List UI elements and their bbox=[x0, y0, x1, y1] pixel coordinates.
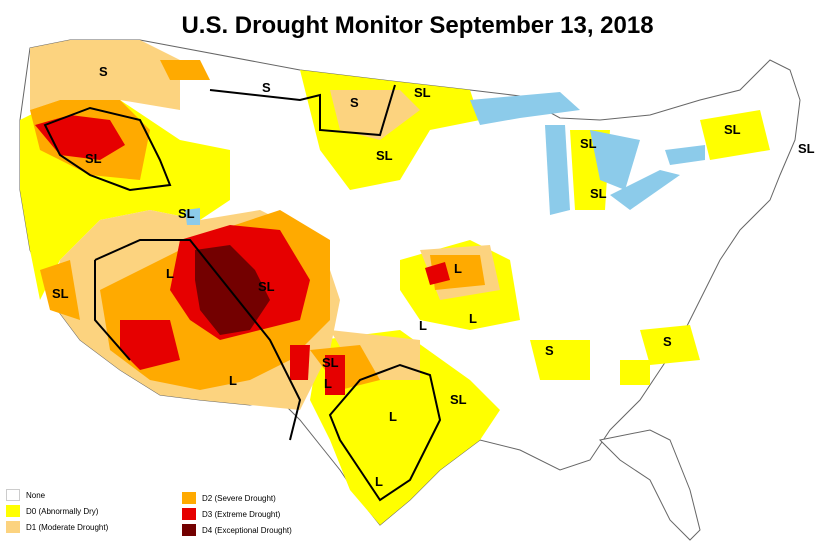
impact-label-l-texas-south: L bbox=[375, 474, 383, 489]
legend: None D0 (Abnormally Dry) D1 (Moderate Dr… bbox=[6, 488, 336, 536]
impact-label-s-montana-east: S bbox=[262, 80, 271, 95]
impact-line-cali bbox=[94, 260, 131, 361]
d0-carolina bbox=[640, 325, 700, 365]
impact-label-sl-michigan: SL bbox=[590, 186, 607, 201]
impact-label-sl-minnesota: SL bbox=[414, 85, 431, 100]
d3-arizona bbox=[120, 320, 180, 370]
legend-item-d0: D0 (Abnormally Dry) bbox=[6, 504, 98, 518]
lake-huron bbox=[590, 130, 640, 190]
florida-landmass bbox=[598, 429, 701, 541]
d3-texas bbox=[325, 355, 345, 395]
impact-line-texas bbox=[328, 363, 442, 502]
impact-label-s-tennessee: S bbox=[545, 343, 554, 358]
lake-ontario bbox=[665, 145, 705, 165]
d1-plains bbox=[330, 90, 420, 140]
impact-label-sl-oklahoma: SL bbox=[322, 355, 339, 370]
great-salt-lake bbox=[185, 208, 200, 225]
impact-label-s-carolina: S bbox=[663, 334, 672, 349]
d2-north-cali bbox=[40, 260, 80, 320]
legend-item-d3: D3 (Extreme Drought) bbox=[182, 507, 280, 521]
d0-florida bbox=[620, 360, 650, 385]
impact-label-sl-oregon: SL bbox=[85, 151, 102, 166]
legend-label-none: None bbox=[26, 490, 46, 500]
impact-label-l-arkansas: L bbox=[469, 311, 477, 326]
lake-erie bbox=[610, 170, 680, 210]
d4-four-corners bbox=[195, 245, 270, 335]
impact-label-sl-louisiana: SL bbox=[450, 392, 467, 407]
legend-swatch-d3 bbox=[182, 508, 196, 520]
d2-montana bbox=[160, 60, 210, 80]
impact-label-l-texas-north: L bbox=[324, 376, 332, 391]
impact-label-sl-south-dakota: SL bbox=[376, 148, 393, 163]
legend-item-none: None bbox=[6, 488, 45, 502]
d0-northeast bbox=[700, 110, 770, 160]
impact-label-s-montana-west: S bbox=[99, 64, 108, 79]
impact-line-southwest bbox=[94, 239, 302, 441]
legend-swatch-d1 bbox=[6, 521, 20, 533]
legend-swatch-d2 bbox=[182, 492, 196, 504]
legend-item-d4: D4 (Exceptional Drought) bbox=[182, 523, 292, 537]
impact-label-sl-wisconsin: SL bbox=[580, 136, 597, 151]
impact-label-sl-maine: SL bbox=[798, 141, 815, 156]
impact-label-l-new-mexico: L bbox=[229, 373, 237, 388]
legend-swatch-none bbox=[6, 489, 20, 501]
lake-michigan bbox=[545, 125, 570, 215]
legend-label-d3: D3 (Extreme Drought) bbox=[202, 509, 281, 519]
legend-item-d1: D1 (Moderate Drought) bbox=[6, 520, 108, 534]
legend-label-d0: D0 (Abnormally Dry) bbox=[26, 506, 99, 516]
d1-pacific-nw bbox=[30, 40, 180, 110]
legend-swatch-d4 bbox=[182, 524, 196, 536]
legend-label-d1: D1 (Moderate Drought) bbox=[26, 522, 109, 532]
impact-label-l-texas-central: L bbox=[389, 409, 397, 424]
legend-label-d4: D4 (Exceptional Drought) bbox=[202, 525, 292, 535]
legend-item-d2: D2 (Severe Drought) bbox=[182, 491, 276, 505]
impact-line-oregon bbox=[43, 106, 172, 192]
impact-label-l-missouri: L bbox=[454, 261, 462, 276]
impact-line-montana bbox=[209, 84, 396, 137]
impact-label-sl-colorado: SL bbox=[258, 279, 275, 294]
map-title: U.S. Drought Monitor September 13, 2018 bbox=[181, 12, 654, 39]
impact-label-sl-new-york: SL bbox=[724, 122, 741, 137]
d3-new-mexico bbox=[290, 345, 310, 380]
d3-missouri bbox=[425, 262, 450, 285]
legend-label-d2: D2 (Severe Drought) bbox=[202, 493, 276, 503]
impact-label-l-nevada: L bbox=[166, 266, 174, 281]
lake-superior bbox=[470, 92, 580, 125]
impact-label-sl-california: SL bbox=[52, 286, 69, 301]
impact-label-s-north-dakota: S bbox=[350, 95, 359, 110]
impact-label-sl-utah: SL bbox=[178, 206, 195, 221]
impact-label-l-kansas: L bbox=[419, 318, 427, 333]
legend-swatch-d0 bbox=[6, 505, 20, 517]
d0-southeast bbox=[530, 340, 590, 380]
